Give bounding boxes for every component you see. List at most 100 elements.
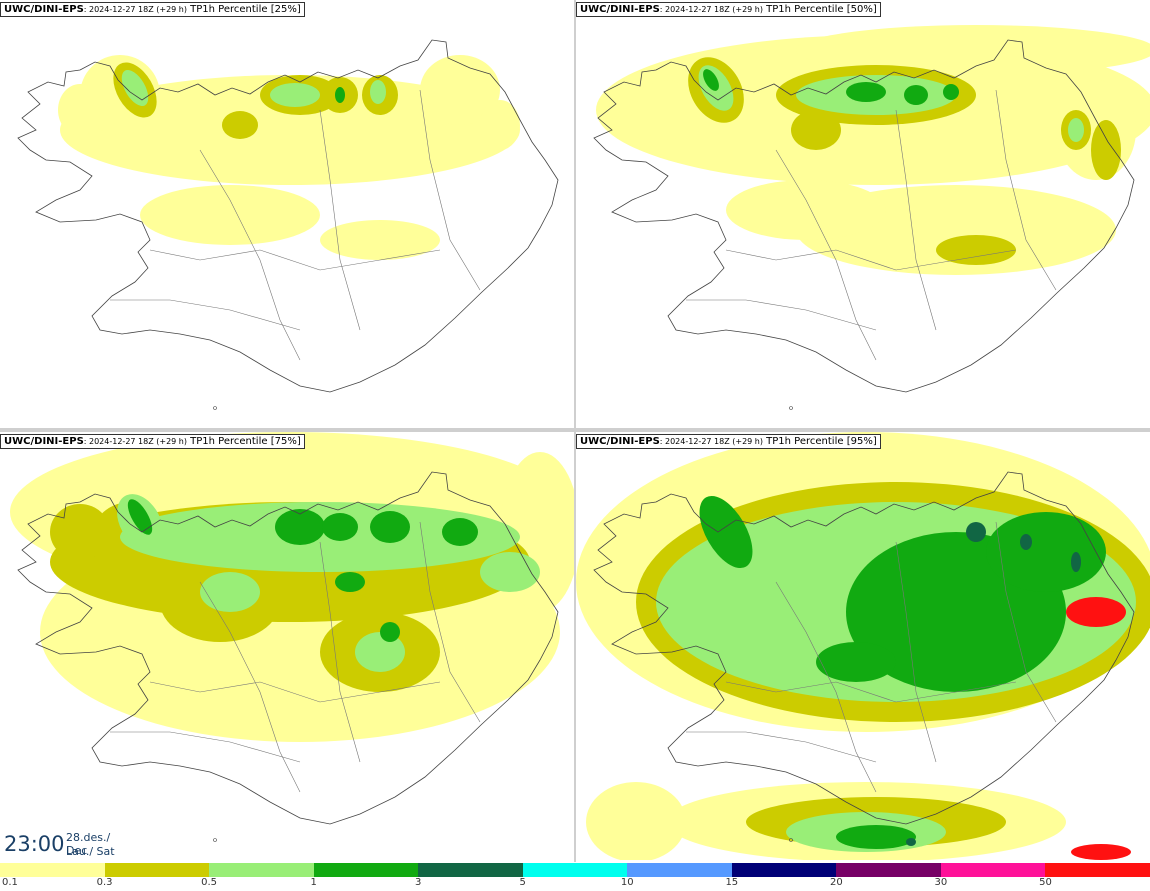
- precip-area-darkgreen: [966, 522, 986, 542]
- map-panel-p75: UWC/DINI-EPS: 2024-12-27 18Z (+29 h) TP1…: [0, 432, 574, 860]
- island: [789, 838, 793, 842]
- legend-label: 3: [414, 877, 422, 888]
- precip-area-green: [335, 87, 345, 103]
- legend-label: 5: [519, 877, 526, 888]
- legend-swatch: [0, 863, 105, 877]
- map-panel-p50: UWC/DINI-EPS: 2024-12-27 18Z (+29 h) TP1…: [576, 0, 1150, 428]
- road-line: [199, 149, 301, 361]
- panel-title: UWC/DINI-EPS: 2024-12-27 18Z (+29 h) TP1…: [0, 434, 305, 449]
- precip-area-lightgreen: [200, 572, 260, 612]
- product-desc: TP1h Percentile [75%]: [186, 436, 301, 447]
- legend-swatch: [627, 863, 732, 877]
- legend-label: 20: [829, 877, 843, 888]
- precip-area-light: [796, 25, 1150, 75]
- island: [789, 406, 793, 410]
- precip-area-green: [943, 84, 959, 100]
- precip-area-green: [846, 82, 886, 102]
- color-legend-bar: [0, 863, 1150, 877]
- precipitation-layer: [596, 25, 1150, 275]
- road-line: [995, 521, 1057, 723]
- coastline: [17, 39, 559, 393]
- precip-area-olive: [222, 111, 258, 139]
- legend-label: 0.1: [2, 877, 18, 888]
- precip-area-light: [420, 55, 500, 125]
- legend-label: 0.5: [201, 877, 218, 888]
- precip-area-lightgreen: [355, 632, 405, 672]
- legend-swatch: [313, 863, 419, 877]
- precip-area-green: [703, 69, 719, 91]
- precip-area-lightgreen: [370, 80, 386, 104]
- precip-map-p25: [17, 39, 559, 410]
- precip-area-light: [726, 180, 886, 240]
- legend-swatch: [522, 863, 628, 877]
- precip-area-lightgreen: [1068, 118, 1084, 142]
- road-line: [419, 521, 481, 723]
- precip-area-green: [904, 85, 928, 105]
- precip-area-light: [480, 100, 520, 150]
- precip-area-green: [380, 622, 400, 642]
- road-line: [319, 109, 361, 331]
- precip-area-darkgreen: [906, 838, 916, 846]
- panel-title: UWC/DINI-EPS: 2024-12-27 18Z (+29 h) TP1…: [576, 2, 881, 17]
- precip-area-green: [275, 509, 325, 545]
- legend-swatch: [104, 863, 210, 877]
- legend-label: 1: [310, 877, 317, 888]
- product-desc: TP1h Percentile [25%]: [186, 4, 301, 15]
- precip-map-p95: [576, 432, 1150, 860]
- precip-area-light: [636, 80, 696, 140]
- precip-map-p75: [10, 432, 574, 842]
- map-panel-p25: UWC/DINI-EPS: 2024-12-27 18Z (+29 h) TP1…: [0, 0, 574, 428]
- precip-area-green: [127, 499, 153, 535]
- run-info: : 2024-12-27 18Z (+29 h): [659, 5, 763, 14]
- legend-label: 30: [934, 877, 948, 888]
- precipitation-layer: [10, 432, 574, 742]
- road-line: [895, 109, 937, 331]
- coastline: [17, 471, 559, 825]
- precip-area-green: [442, 518, 478, 546]
- model-name: UWC/DINI-EPS: [580, 436, 660, 447]
- precip-area-darkgreen: [1020, 534, 1032, 550]
- valid-time: 23:00: [4, 832, 65, 856]
- road-line: [110, 299, 301, 331]
- precip-area-olive: [936, 235, 1016, 265]
- road-line: [686, 731, 877, 763]
- valid-day: Lau./ Sat: [66, 845, 115, 858]
- legend-label: 0.3: [96, 877, 113, 888]
- legend-swatch: [940, 863, 1046, 877]
- legend-label: 15: [725, 877, 739, 888]
- product-desc: TP1h Percentile [95%]: [762, 436, 877, 447]
- precip-area-light: [58, 84, 102, 136]
- precip-area-light: [586, 782, 686, 860]
- map-panel-p95: UWC/DINI-EPS: 2024-12-27 18Z (+29 h) TP1…: [576, 432, 1150, 860]
- product-desc: TP1h Percentile [50%]: [762, 4, 877, 15]
- coastline: [593, 39, 1135, 393]
- precip-area-light: [140, 185, 320, 245]
- coastline: [593, 471, 1135, 825]
- precipitation-layer: [58, 55, 520, 260]
- model-name: UWC/DINI-EPS: [580, 4, 660, 15]
- valid-time-box: 23:00 28.des./ Dec Lau./ Sat: [0, 826, 134, 862]
- precip-area-green: [836, 825, 916, 849]
- precip-area-olive: [1091, 120, 1121, 180]
- precip-area-olive: [791, 110, 841, 150]
- legend-swatch: [731, 863, 837, 877]
- precip-map-p50: [593, 25, 1150, 410]
- legend-swatch: [418, 863, 523, 877]
- road-line: [686, 299, 877, 331]
- run-info: : 2024-12-27 18Z (+29 h): [659, 437, 763, 446]
- legend-swatch: [1045, 863, 1150, 877]
- precip-area-green: [370, 511, 410, 543]
- model-name: UWC/DINI-EPS: [4, 436, 84, 447]
- panel-divider-horizontal: [0, 428, 1150, 432]
- precip-area-light: [320, 220, 440, 260]
- road-line: [149, 681, 441, 703]
- road-line: [110, 731, 301, 763]
- valid-date: 28.des./ Dec: [66, 831, 111, 857]
- road-line: [199, 581, 301, 793]
- road-line: [419, 89, 481, 291]
- precip-area-olive: [50, 504, 110, 560]
- island: [213, 838, 217, 842]
- road-line: [725, 681, 1017, 703]
- legend-label: 50: [1039, 877, 1052, 888]
- run-info: : 2024-12-27 18Z (+29 h): [83, 437, 187, 446]
